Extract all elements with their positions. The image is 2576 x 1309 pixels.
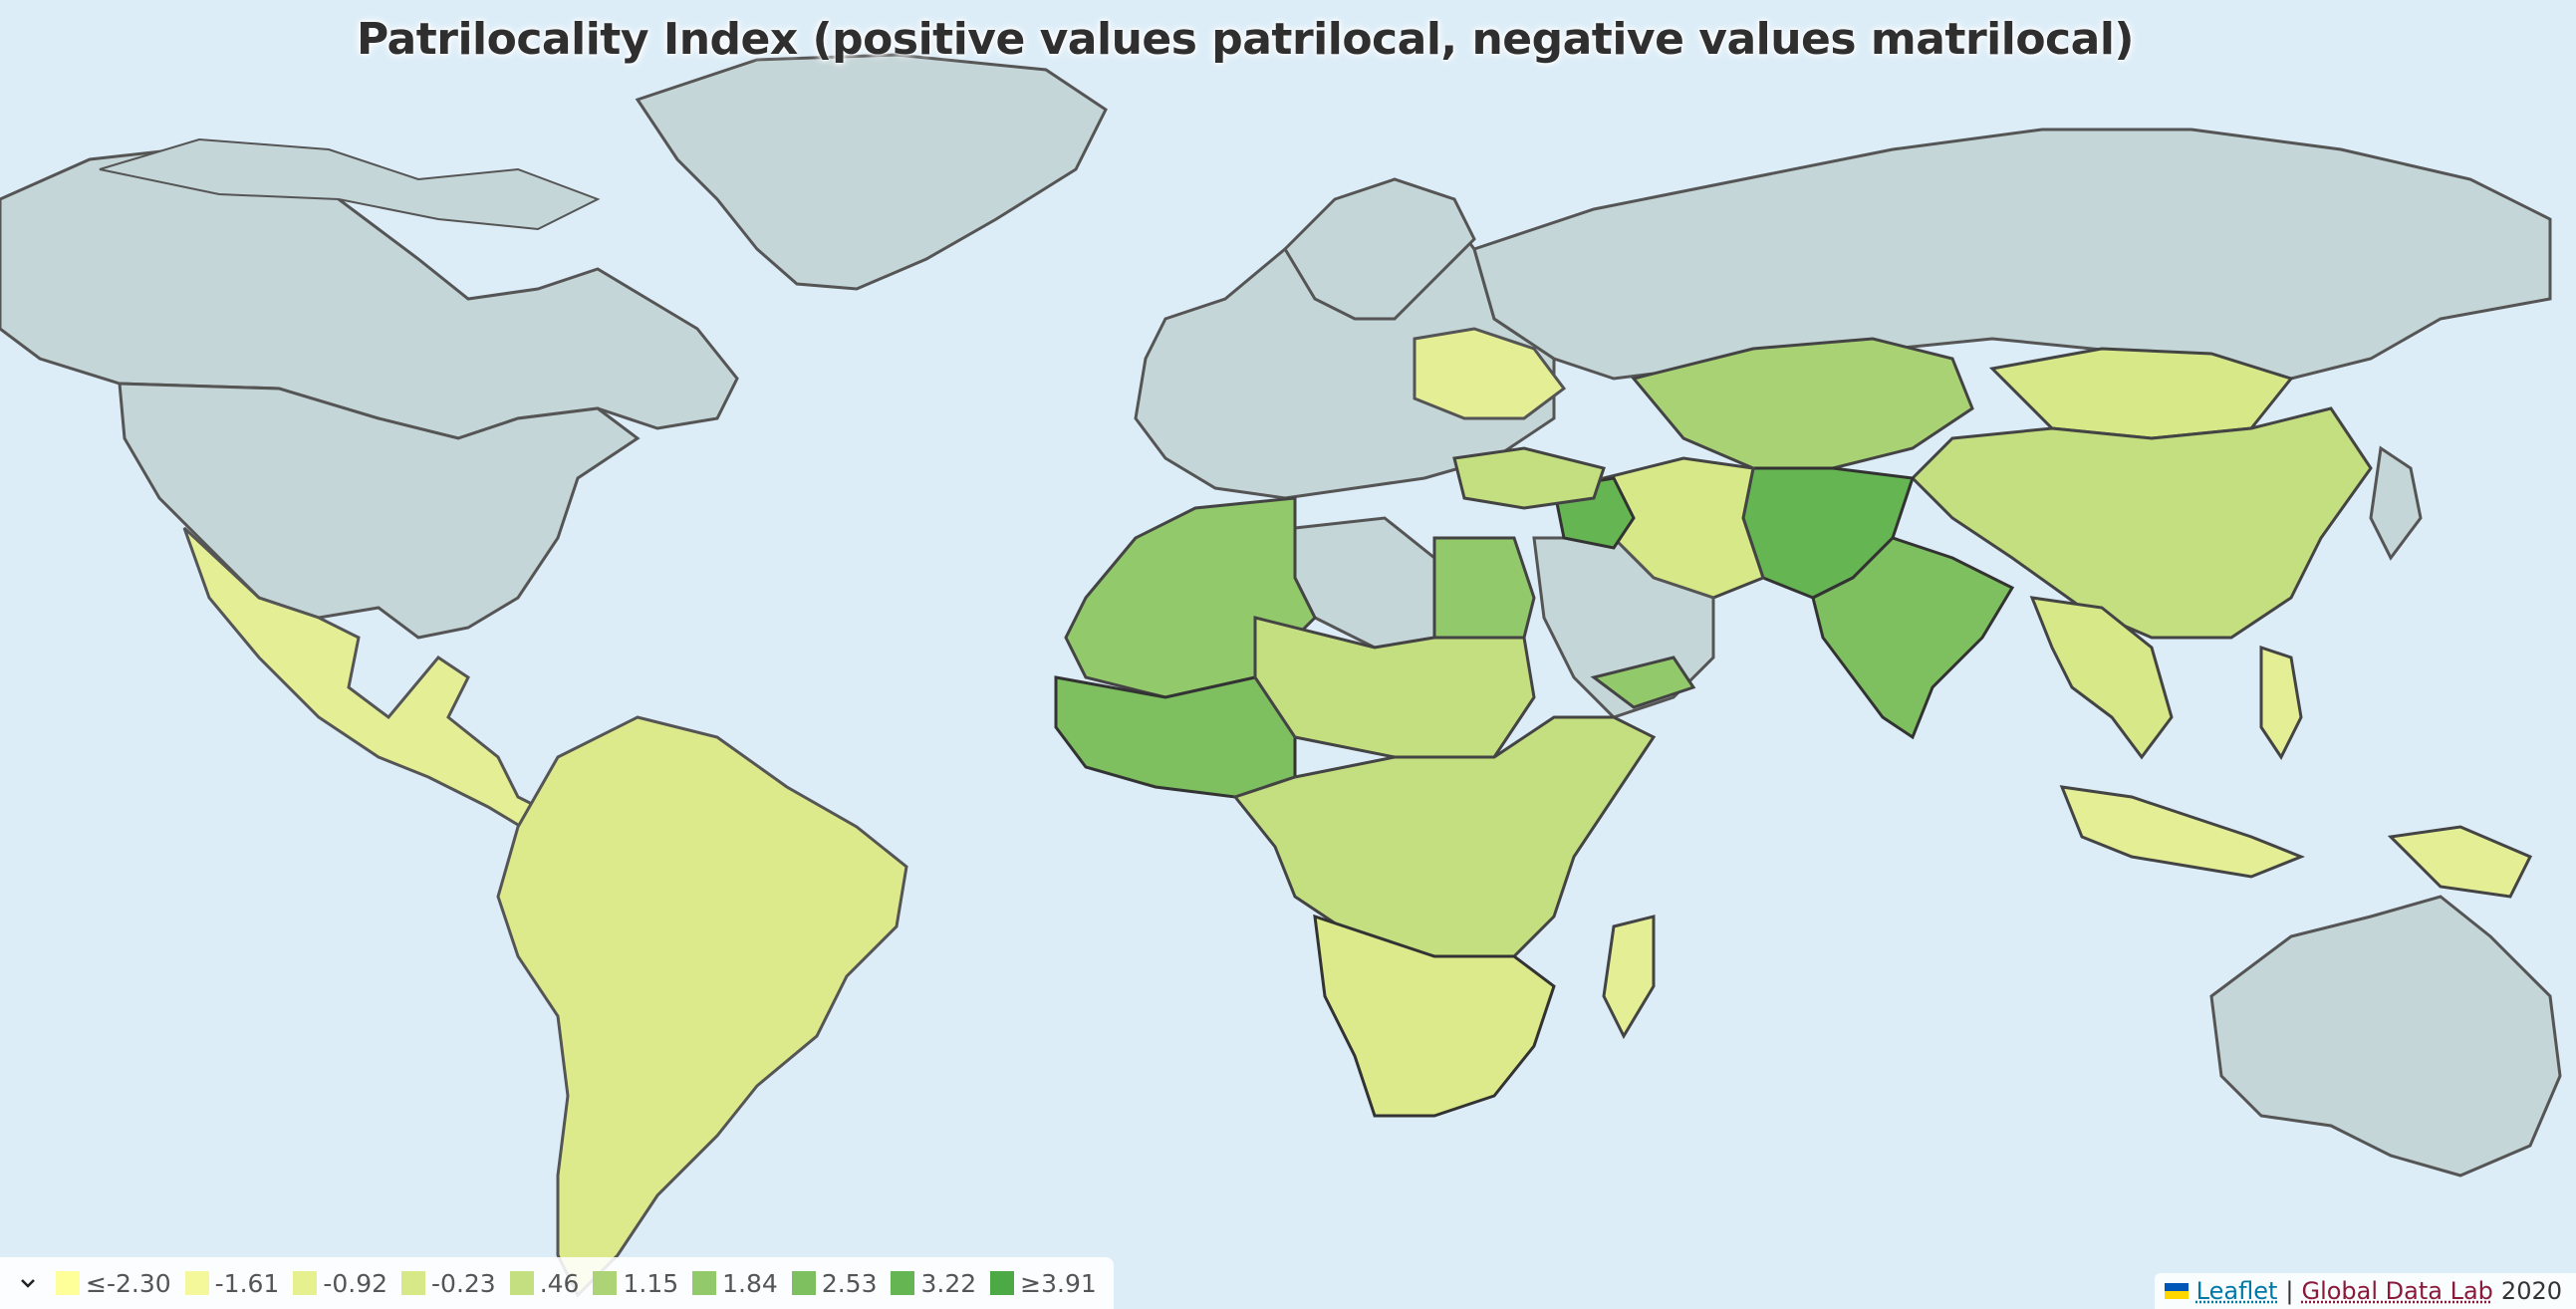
region-south-america[interactable] (496, 715, 908, 1298)
region-central-asia[interactable] (1631, 337, 1974, 470)
ukraine-flag-icon (2164, 1283, 2189, 1299)
legend-item: 2.53 (791, 1268, 878, 1298)
legend-label: 1.15 (623, 1268, 679, 1298)
region-sahel[interactable] (1253, 616, 1536, 759)
legend-swatch (891, 1271, 915, 1295)
legend-swatch (692, 1271, 717, 1295)
legend-item: 3.22 (891, 1269, 976, 1298)
legend: ≤-2.30 -1.61 -0.92 -0.23 .46 1.15 1.84 2… (0, 1257, 1114, 1309)
legend-label: 1.84 (722, 1268, 778, 1298)
legend-swatch (509, 1271, 534, 1295)
region-egypt[interactable] (1432, 536, 1536, 640)
legend-swatch (184, 1271, 209, 1295)
legend-toggle-button[interactable] (0, 1257, 56, 1309)
legend-swatch (791, 1271, 816, 1295)
region-turkey[interactable] (1452, 446, 1606, 510)
legend-swatch (990, 1271, 1015, 1295)
region-china[interactable] (1910, 406, 2373, 640)
legend-label: 2.53 (821, 1268, 878, 1298)
region-indonesia[interactable] (2059, 785, 2306, 879)
region-scandinavia[interactable] (1283, 177, 1476, 321)
legend-swatch (56, 1271, 80, 1295)
legend-swatch (401, 1271, 426, 1295)
region-central-east-africa[interactable] (1232, 715, 1657, 958)
legend-item: ≥3.91 (990, 1269, 1097, 1298)
legend-item: 1.84 (692, 1269, 778, 1298)
region-greenland[interactable] (635, 53, 1108, 291)
global-data-lab-link[interactable]: Global Data Lab (2301, 1277, 2493, 1305)
legend-label: -0.92 (323, 1268, 388, 1298)
legend-item: .46 (509, 1268, 580, 1298)
region-mexico-central-america[interactable] (182, 526, 561, 839)
region-libya[interactable] (1293, 516, 1436, 650)
legend-swatch (593, 1271, 618, 1295)
map-attribution: Leaflet | Global Data Lab 2020 (2154, 1273, 2576, 1309)
legend-item: ≤-2.30 (56, 1269, 171, 1298)
attribution-separator: | (2285, 1277, 2294, 1305)
region-japan[interactable] (2369, 445, 2423, 561)
region-madagascar[interactable] (1602, 915, 1656, 1040)
region-southeast-asia[interactable] (2029, 596, 2174, 760)
legend-label: ≥3.91 (1020, 1268, 1097, 1298)
attribution-year: 2020 (2500, 1277, 2562, 1305)
legend-label: -1.61 (214, 1268, 280, 1298)
legend-label: ≤-2.30 (86, 1268, 171, 1298)
legend-item: -1.61 (184, 1268, 280, 1298)
region-yemen[interactable] (1590, 655, 1696, 709)
legend-item: 1.15 (593, 1269, 678, 1298)
map-title: Patrilocality Index (positive values pat… (356, 14, 2135, 65)
region-russia[interactable] (1472, 128, 2552, 381)
region-eastern-europe[interactable] (1413, 327, 1567, 420)
leaflet-link[interactable]: Leaflet (2195, 1277, 2278, 1305)
region-png[interactable] (2387, 825, 2533, 899)
region-northwest-africa[interactable] (1064, 496, 1317, 699)
region-philippines[interactable] (2259, 645, 2303, 760)
legend-swatch (293, 1271, 318, 1295)
region-arctic-islands[interactable] (99, 137, 601, 231)
chevron-down-icon (21, 1279, 35, 1288)
region-west-africa[interactable] (1054, 675, 1297, 799)
legend-label: 3.22 (920, 1268, 977, 1298)
region-usa[interactable] (118, 382, 641, 640)
region-southern-africa[interactable] (1313, 914, 1556, 1118)
legend-item: -0.92 (293, 1269, 387, 1298)
legend-label: -0.23 (431, 1268, 496, 1298)
region-india[interactable] (1811, 536, 2015, 740)
region-australia[interactable] (2209, 895, 2562, 1178)
legend-label: .46 (539, 1268, 580, 1298)
legend-item: -0.23 (401, 1269, 496, 1298)
